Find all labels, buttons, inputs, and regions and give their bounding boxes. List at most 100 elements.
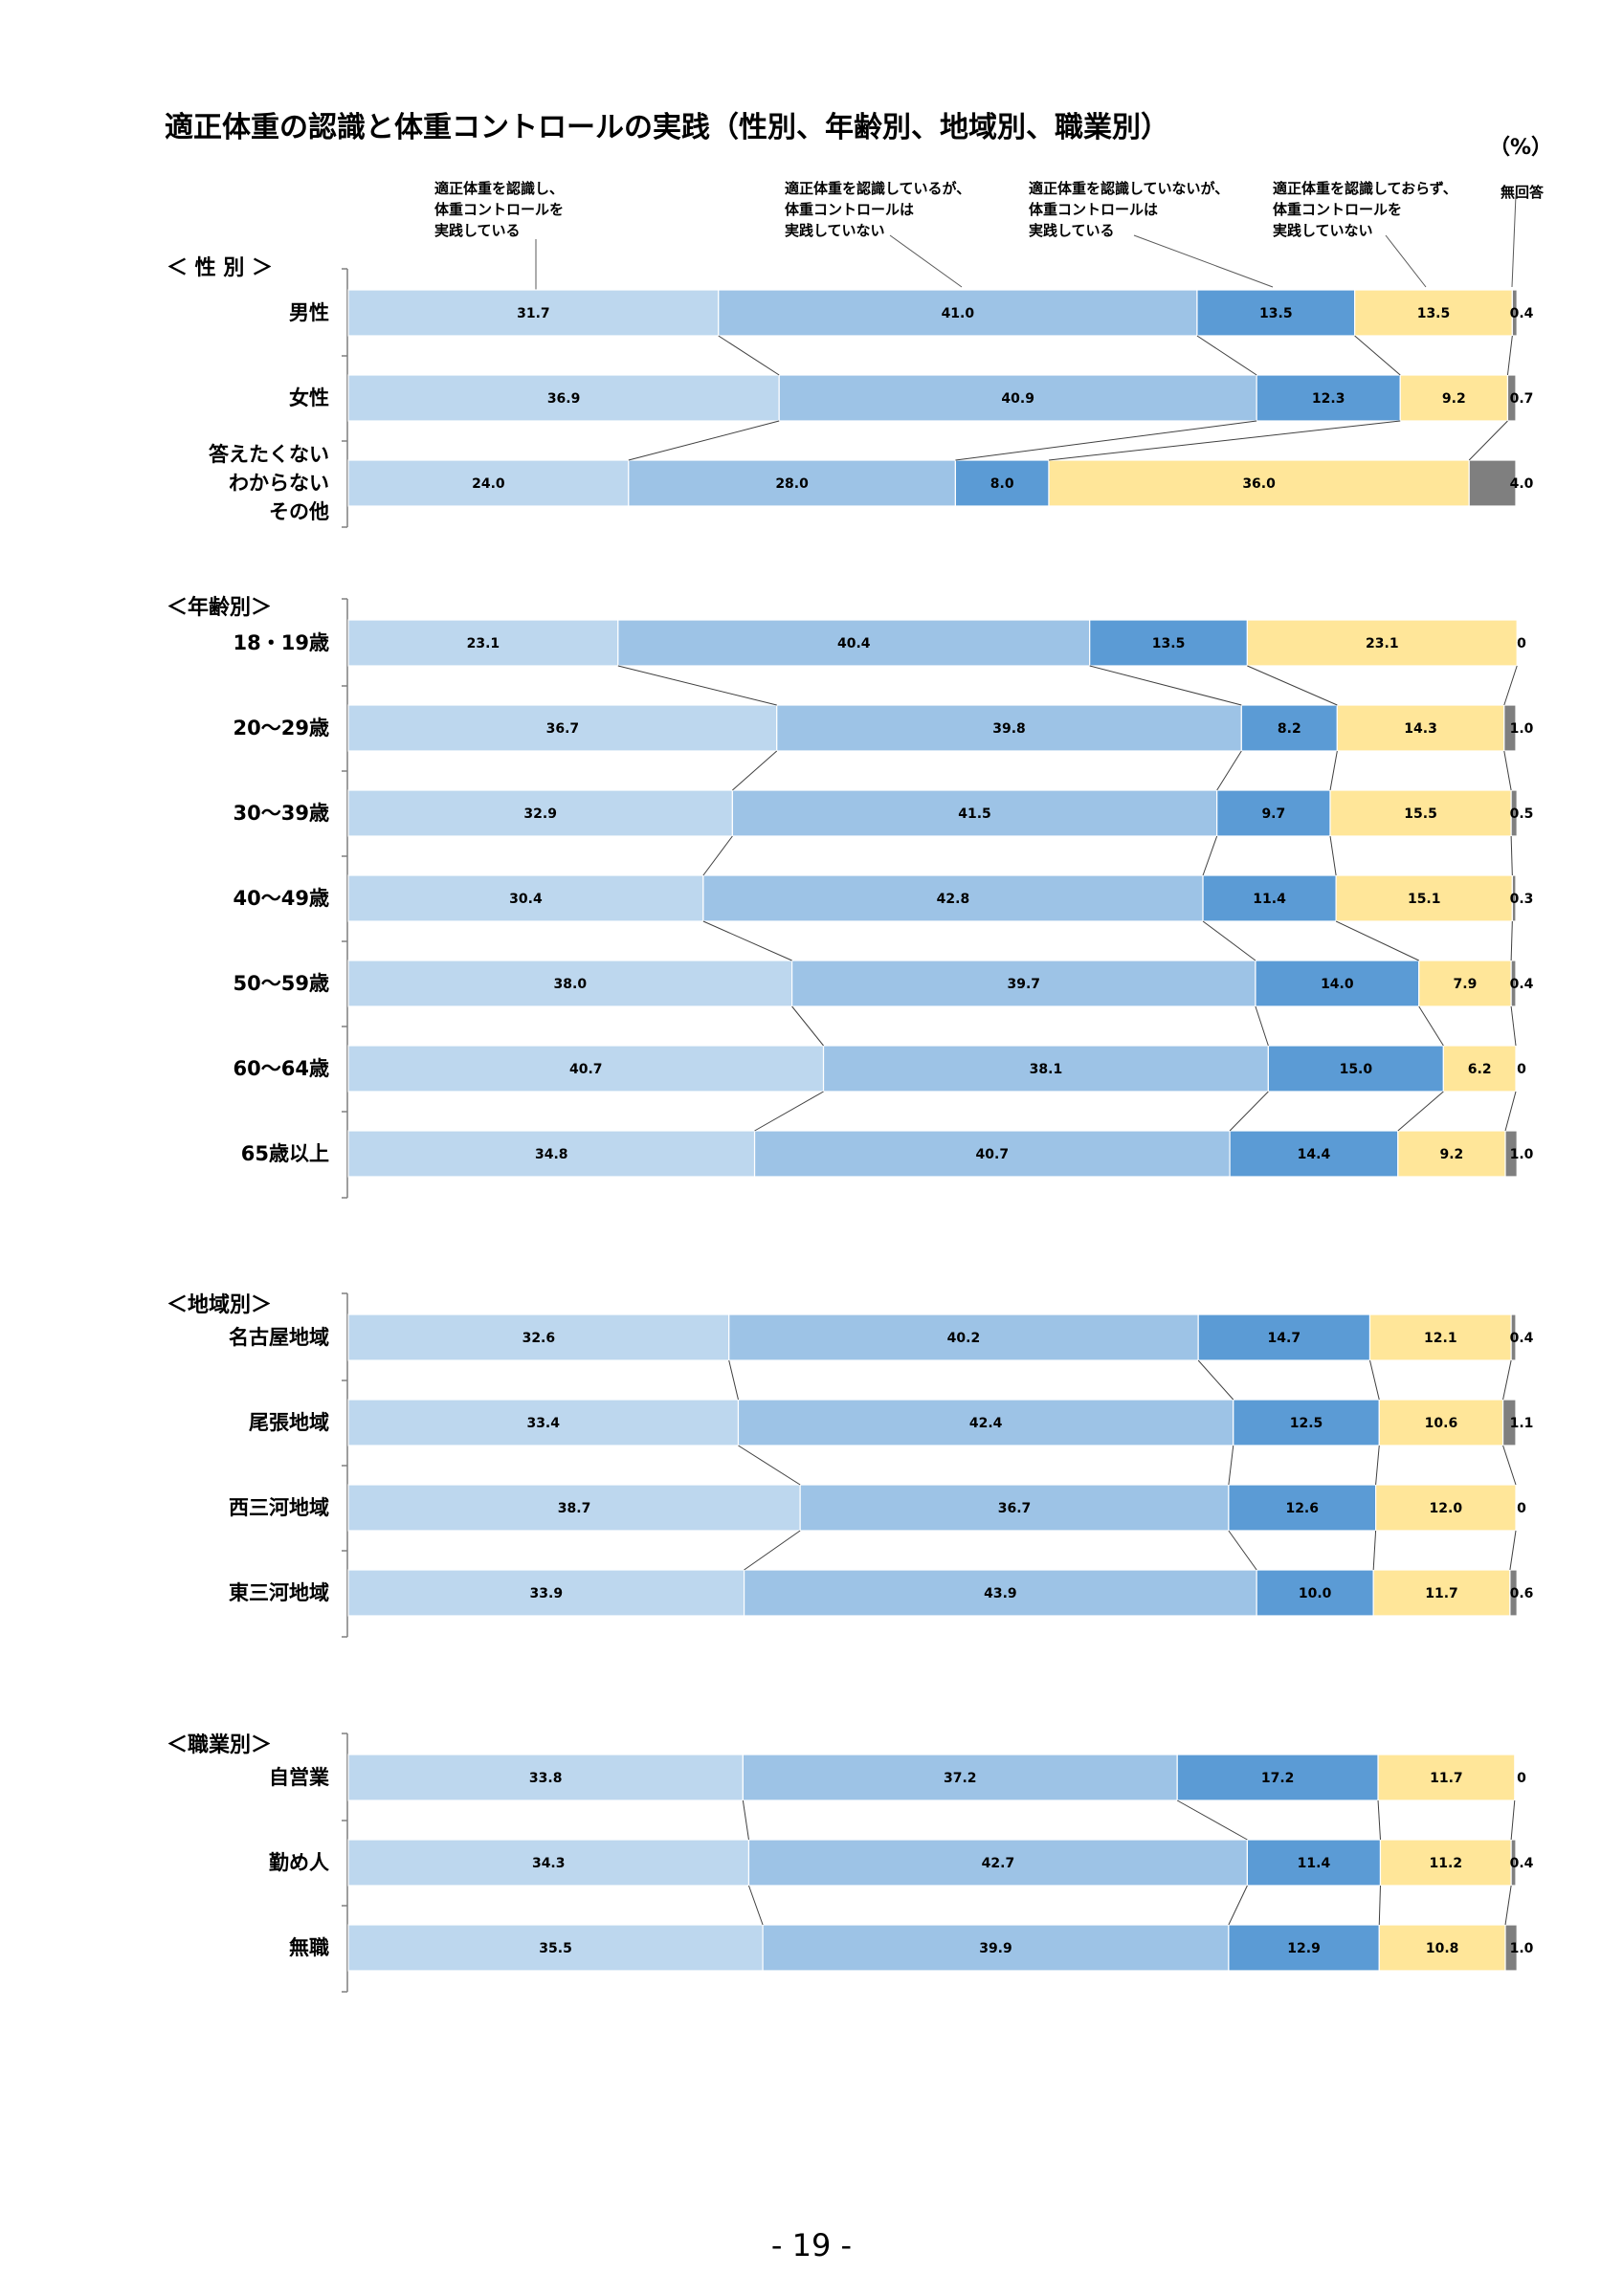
bar-segment [1368,1314,1512,1361]
bar-segment [1510,1839,1517,1887]
connector-line [1228,1885,1248,1926]
bar-segment [1378,1924,1506,1972]
bar-segment [1202,874,1337,922]
bar-segment [1510,1314,1517,1361]
bar-segment [1506,374,1517,422]
data-label: 0 [1517,1501,1526,1516]
connector-line [1503,750,1512,791]
data-label: 9.2 [1439,1147,1463,1162]
connector-line [1510,835,1513,876]
category-label: 18・19歳 [233,631,329,654]
connector-line [1228,1445,1234,1486]
bar-segment [742,1754,1178,1801]
connector-line [1503,665,1518,706]
data-label: 15.5 [1404,806,1437,822]
bar-segment [1233,1399,1380,1446]
data-label: 42.4 [969,1416,1003,1431]
bar-segment [347,1924,764,1972]
bar-segment [1510,960,1517,1007]
bar-segment [347,1754,744,1801]
bar-segment [347,1569,745,1617]
data-label: 40.7 [569,1062,603,1077]
data-label: 4.0 [1510,476,1534,492]
data-label: 39.8 [992,721,1026,737]
bar-segment [1418,960,1512,1007]
data-label: 24.0 [472,476,505,492]
connector-line [1372,1530,1377,1571]
legend-label-3: 適正体重を認識していないが、 体重コントロールは 実践している [1029,180,1230,239]
connector-line [1176,1799,1248,1841]
bar-segment [347,1399,740,1446]
data-label: 30.4 [509,892,543,907]
connector-line [1509,1530,1517,1571]
data-label: 10.0 [1299,1586,1332,1601]
data-label: 11.7 [1425,1586,1458,1601]
data-label: 0 [1517,1062,1526,1077]
data-label: 8.2 [1278,721,1301,737]
bar-segment [1329,789,1512,837]
bar-segment [1196,289,1356,337]
data-label: 38.1 [1030,1062,1063,1077]
bar-segment [1503,704,1517,752]
data-label: 38.0 [554,977,588,992]
category-label: 男性 [289,301,329,324]
data-label: 9.2 [1442,391,1466,407]
connector-line [1506,335,1513,376]
connector-line [1378,1885,1381,1926]
category-label: 無職 [289,1936,329,1959]
legend-leader-line [889,234,963,288]
category-label: 答えたくない わからない その他 [209,443,329,523]
bar-segment [1229,1130,1399,1178]
bar-segment [1176,1754,1379,1801]
bar-segment [799,1484,1230,1532]
bar-segment [347,704,778,752]
group-title: ＜地域別＞ [167,1293,273,1317]
data-label: 0.6 [1510,1586,1534,1601]
data-label: 12.6 [1285,1501,1319,1516]
data-label: 41.0 [942,306,975,321]
bar-segment [1228,1924,1380,1972]
connector-line [1504,1091,1517,1132]
connector-line [728,1359,739,1401]
data-label: 12.1 [1424,1331,1457,1346]
data-label: 1.1 [1510,1416,1534,1431]
group-title: ＜職業別＞ [167,1733,273,1757]
bar-segment [1442,1045,1517,1093]
data-label: 42.7 [982,1856,1015,1871]
connector-line [1354,335,1401,376]
bar-segment [747,1839,1249,1887]
data-label: 13.5 [1417,306,1451,321]
connector-line [1418,1005,1444,1047]
category-label: 20～29歳 [233,717,329,740]
connector-line [617,665,777,706]
data-label: 10.8 [1426,1941,1459,1956]
connector-line [1335,920,1419,961]
data-label: 36.7 [998,1501,1032,1516]
bar-segment [347,374,780,422]
bar-segment [1504,1130,1518,1178]
bar-segment [347,960,793,1007]
group-title: ＜ 性 別 ＞ [167,256,273,280]
connector-line [754,1091,824,1132]
data-label: 15.0 [1340,1062,1373,1077]
category-label: 30～39歳 [233,802,329,825]
category-label: 勤め人 [269,1851,329,1874]
data-label: 14.7 [1268,1331,1301,1346]
bar-segment [753,1130,1231,1178]
legend-leader-line [1385,234,1427,288]
connector-line [628,420,780,461]
connector-line [1329,835,1337,876]
connector-line [1255,1005,1269,1047]
data-label: 12.3 [1312,391,1345,407]
connector-line [1048,420,1401,461]
legend-leader-line [1133,234,1274,288]
bar-segment [776,704,1242,752]
data-label: 11.2 [1430,1856,1463,1871]
bar-segment [1048,459,1470,507]
bar-segment [778,374,1257,422]
category-label: 西三河地域 [229,1496,329,1519]
data-label: 12.9 [1287,1941,1321,1956]
bar-segment [347,789,733,837]
bar-segment [1374,1484,1517,1532]
data-label: 35.5 [539,1941,572,1956]
